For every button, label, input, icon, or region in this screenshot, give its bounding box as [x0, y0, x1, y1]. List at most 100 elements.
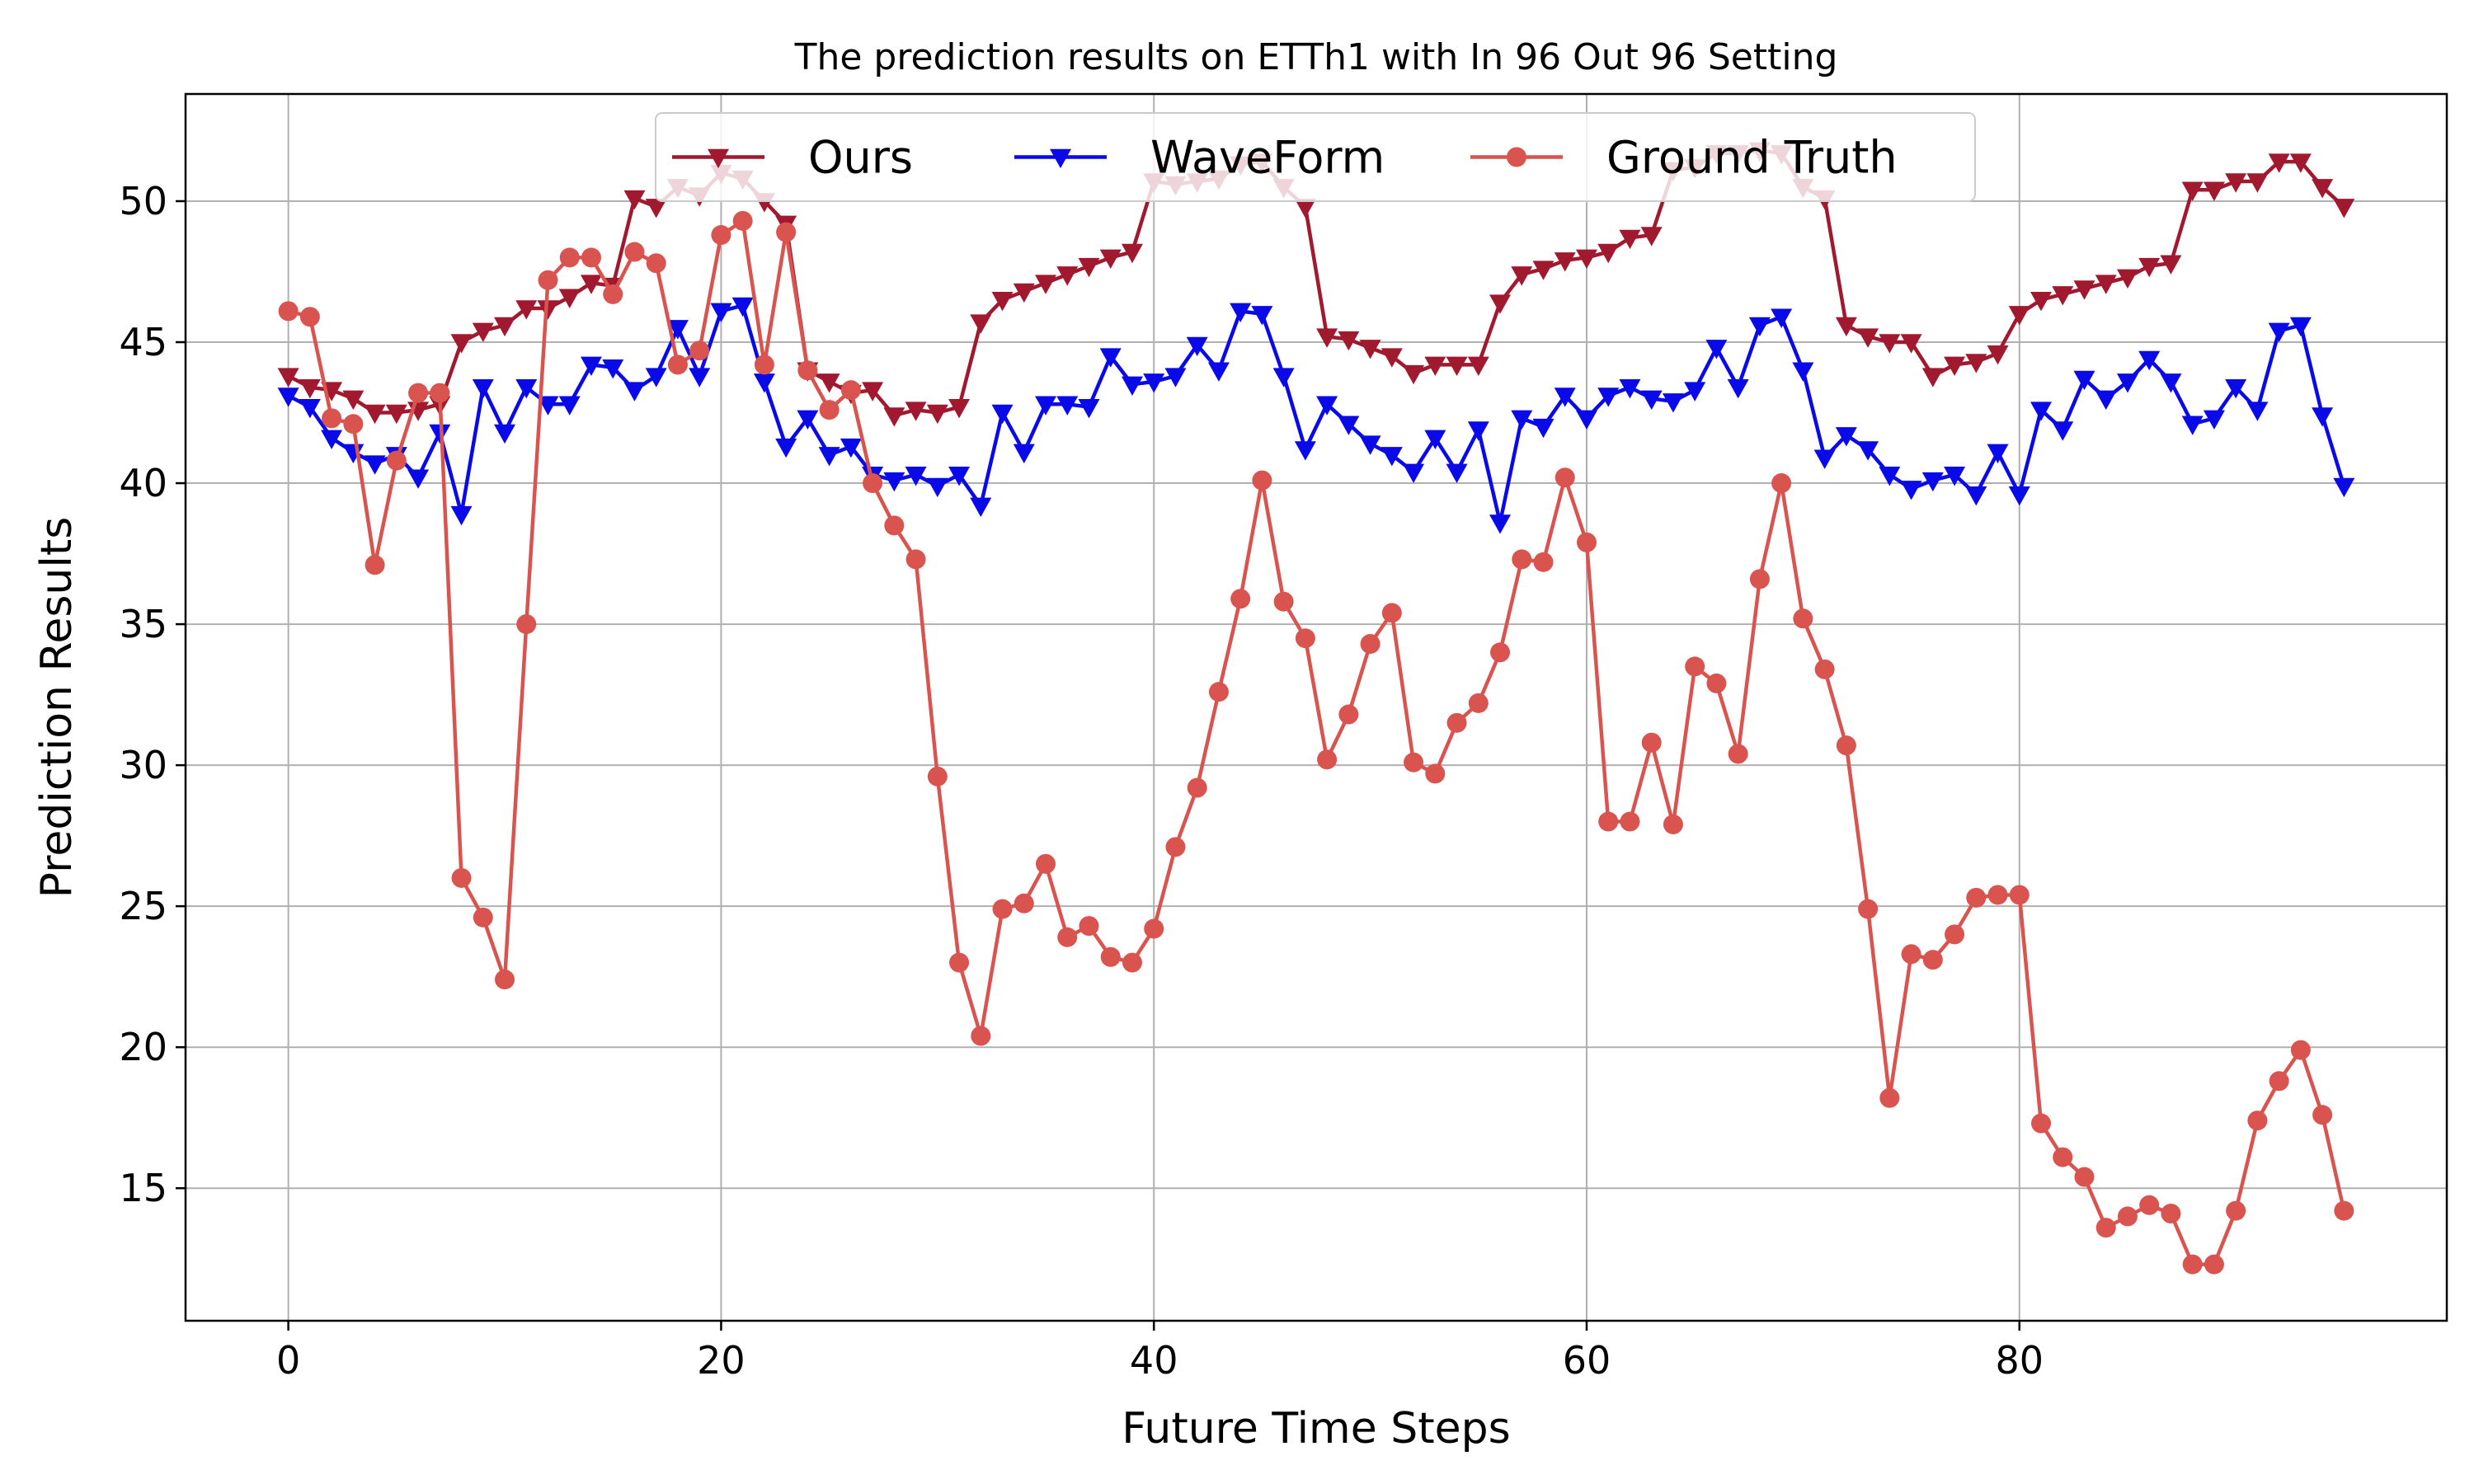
- data-point-ours: [1835, 317, 1857, 337]
- data-point-waveform: [1662, 393, 1684, 413]
- data-point-waveform: [299, 398, 321, 419]
- data-point-ours: [1035, 275, 1057, 294]
- data-point-ours: [970, 314, 992, 334]
- series-line-waveform: [287, 303, 2346, 525]
- data-point-waveform: [840, 438, 862, 458]
- data-point-waveform: [580, 356, 602, 377]
- data-point-ground-truth: [1317, 749, 1338, 770]
- data-point-ours: [1380, 348, 1403, 368]
- data-point-ground-truth: [667, 355, 688, 375]
- legend-label-ground-truth: Ground Truth: [1606, 132, 1898, 184]
- data-point-ground-truth: [1490, 642, 1511, 663]
- data-point-waveform: [1164, 368, 1187, 387]
- data-point-waveform: [1251, 306, 1273, 326]
- data-point-waveform: [602, 359, 624, 379]
- data-point-ground-truth: [299, 307, 320, 327]
- data-point-waveform: [494, 424, 516, 444]
- data-point-ground-truth: [863, 473, 883, 494]
- data-point-ours: [1965, 354, 1987, 373]
- series-layer: [277, 142, 2355, 1275]
- data-point-ground-truth: [2074, 1167, 2095, 1187]
- data-point-ground-truth: [689, 340, 710, 361]
- data-point-ground-truth: [2247, 1111, 2268, 1131]
- data-point-waveform: [537, 396, 559, 416]
- data-point-ground-truth: [1338, 704, 1359, 725]
- data-point-waveform: [731, 297, 754, 317]
- data-point-waveform: [1640, 390, 1663, 411]
- data-point-waveform: [1792, 362, 1814, 382]
- data-point-ours: [991, 291, 1014, 312]
- data-point-waveform: [1511, 410, 1533, 430]
- data-point-ours: [905, 402, 927, 421]
- x-axis-label: Future Time Steps: [1122, 1404, 1510, 1453]
- data-point-waveform: [1684, 382, 1706, 402]
- data-point-ours: [558, 289, 581, 308]
- data-point-ours: [385, 404, 407, 425]
- data-point-ground-truth: [1858, 899, 1879, 919]
- data-point-waveform: [364, 455, 386, 475]
- data-point-waveform: [1099, 348, 1122, 368]
- data-point-ours: [342, 390, 365, 411]
- data-point-waveform: [1575, 410, 1597, 430]
- data-point-ground-truth: [1554, 467, 1575, 488]
- data-point-waveform: [970, 497, 992, 518]
- data-point-ground-truth: [1663, 814, 1683, 834]
- data-point-waveform: [1013, 444, 1035, 464]
- data-point-waveform: [666, 320, 689, 340]
- data-point-ours: [862, 382, 884, 402]
- data-point-ground-truth: [1533, 552, 1554, 572]
- data-point-ours: [1338, 331, 1360, 351]
- legend-marker-ours: [708, 148, 729, 169]
- data-point-waveform: [2225, 379, 2247, 399]
- data-point-waveform: [883, 472, 905, 492]
- data-point-ours: [494, 317, 516, 337]
- data-point-ground-truth: [1122, 952, 1142, 973]
- data-point-waveform: [407, 469, 430, 489]
- y-tick-label: 45: [119, 320, 167, 364]
- legend-label-ours: Ours: [808, 132, 913, 184]
- data-point-ours: [1597, 243, 1620, 264]
- series-ground-truth: [278, 210, 2354, 1275]
- data-point-ground-truth: [1100, 946, 1121, 967]
- data-point-waveform: [1143, 373, 1165, 393]
- data-point-ground-truth: [2269, 1071, 2289, 1092]
- data-point-ground-truth: [1360, 634, 1380, 655]
- data-point-ours: [2333, 199, 2355, 218]
- data-point-waveform: [1446, 463, 1468, 484]
- series-line-ground-truth: [288, 218, 2346, 1266]
- data-point-ours: [1078, 257, 1100, 278]
- data-point-waveform: [1424, 430, 1446, 449]
- legend: Ours WaveForm Ground Truth: [655, 112, 1976, 202]
- y-tick-label: 20: [119, 1025, 167, 1069]
- data-point-ground-truth: [365, 555, 385, 575]
- data-point-ground-truth: [2139, 1195, 2160, 1215]
- data-point-ground-truth: [1814, 659, 1835, 679]
- data-point-ground-truth: [1425, 763, 1446, 784]
- data-point-waveform: [2289, 317, 2312, 337]
- data-point-waveform: [1078, 398, 1100, 419]
- data-point-ours: [883, 407, 905, 427]
- data-point-ground-truth: [1165, 837, 1186, 857]
- data-point-ground-truth: [1295, 628, 1315, 649]
- data-point-ours: [926, 404, 948, 425]
- data-point-ground-truth: [797, 360, 818, 381]
- data-point-ours: [1532, 261, 1554, 280]
- data-point-ours: [537, 300, 559, 320]
- data-point-waveform: [1554, 387, 1576, 407]
- data-point-ours: [948, 398, 971, 419]
- data-point-ground-truth: [1987, 885, 2008, 905]
- data-point-waveform: [1359, 435, 1381, 455]
- data-point-ground-truth: [343, 414, 364, 434]
- data-point-ground-truth: [732, 210, 753, 231]
- data-point-waveform: [689, 368, 711, 387]
- data-point-ground-truth: [840, 380, 861, 401]
- data-point-ground-truth: [2009, 885, 2030, 905]
- data-point-ours: [472, 322, 494, 342]
- data-point-ground-truth: [516, 614, 537, 635]
- data-point-ground-truth: [1836, 735, 1856, 756]
- data-point-waveform: [1619, 379, 1641, 399]
- data-point-ground-truth: [1728, 744, 1748, 764]
- data-point-ground-truth: [495, 970, 515, 990]
- data-point-waveform: [277, 387, 299, 407]
